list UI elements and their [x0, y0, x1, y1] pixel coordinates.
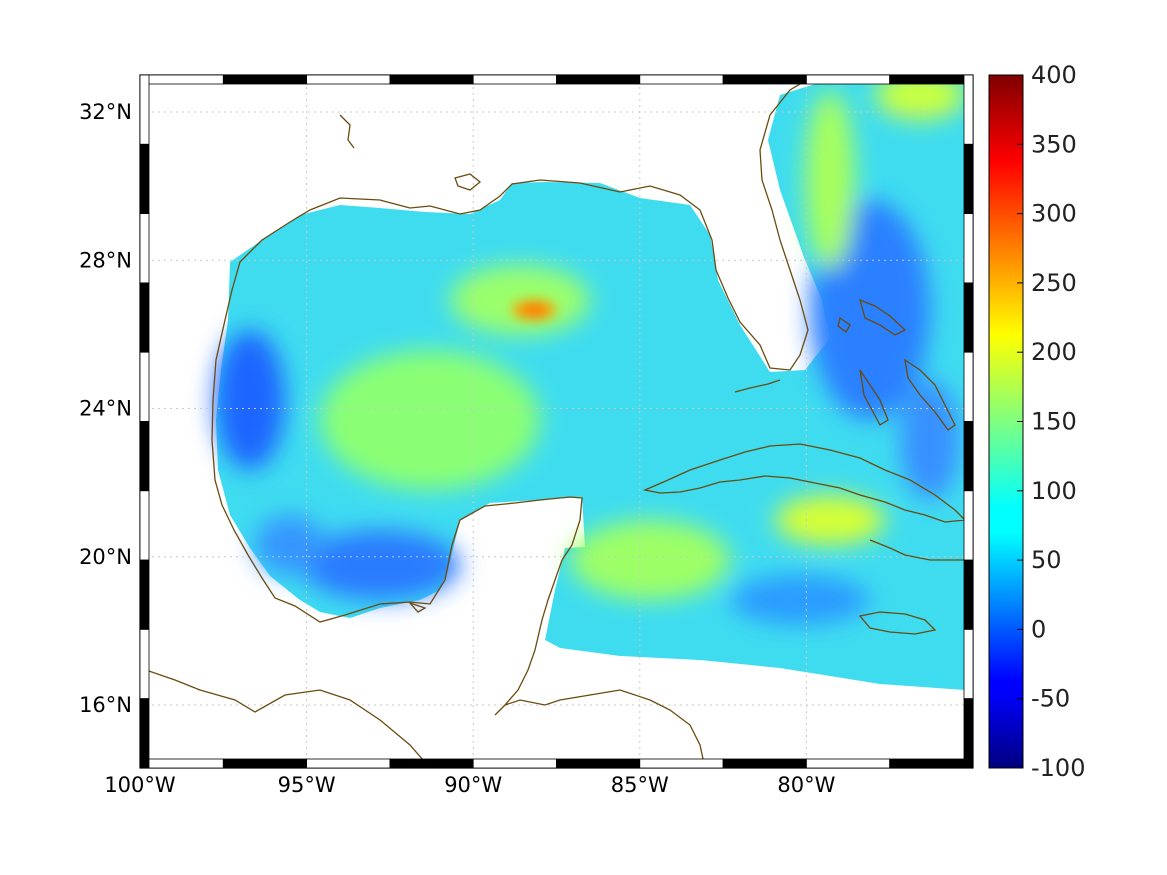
frame-segment-top-1 — [222, 74, 308, 85]
y-axis-labels: 32°N 28°N 24°N 20°N 16°N — [79, 100, 132, 717]
frame-segment-bottom-6 — [639, 758, 724, 769]
frame-segment-top-2 — [306, 74, 391, 85]
x-tick-label-1: 95°W — [278, 773, 336, 797]
x-tick-label-4: 80°W — [777, 773, 835, 797]
y-tick-label-4: 16°N — [79, 693, 132, 717]
colorbar-label-6: 100 — [1031, 477, 1077, 505]
frame-segment-left-7 — [139, 559, 150, 630]
coast-bahamas-3 — [904, 358, 956, 431]
colorbar-label-0: 400 — [1031, 61, 1077, 89]
frame-segment-top-9 — [889, 74, 974, 85]
y-tick-label-0: 32°N — [79, 100, 132, 124]
colorbar-label-5: 150 — [1031, 408, 1077, 436]
frame-segment-left-3 — [139, 282, 150, 353]
y-tick-label-1: 28°N — [79, 248, 132, 272]
field-low-caymans — [730, 575, 870, 625]
frame-segment-right-9 — [963, 698, 974, 769]
frame-segment-top-0 — [139, 74, 224, 85]
y-tick-label-3: 20°N — [79, 545, 132, 569]
field-low-west — [215, 330, 285, 470]
colorbar-label-9: -50 — [1031, 685, 1070, 713]
coast-cuba — [642, 443, 967, 523]
frame-segment-bottom-2 — [306, 758, 391, 769]
frame-segment-bottom-7 — [722, 758, 807, 769]
coast-bahamas-1 — [859, 298, 907, 336]
frame-segment-top-5 — [556, 74, 641, 85]
grid-lines — [140, 75, 973, 768]
colorbar-label-1: 350 — [1031, 130, 1077, 158]
colorbar-label-2: 300 — [1031, 200, 1077, 228]
field-high-caribbean-west — [570, 520, 730, 600]
field-high-carolina-top — [875, 75, 965, 120]
frame-segment-left-9 — [139, 698, 150, 769]
frame-segment-right-5 — [963, 421, 974, 492]
coast-us-gulf — [140, 667, 431, 768]
frame-segment-left-4 — [139, 351, 150, 422]
field-high-cuba-east — [775, 495, 885, 545]
frame-segment-top-7 — [722, 74, 807, 85]
field-high-north — [450, 265, 590, 335]
coastline — [140, 75, 967, 768]
coast-bahamas-4 — [837, 316, 851, 333]
coast-island-keys — [734, 379, 781, 393]
frame-segment-left-5 — [139, 421, 150, 492]
coast-cuba-east — [869, 539, 965, 561]
frame-segment-bottom-0 — [139, 758, 224, 769]
field-high-central — [320, 350, 540, 490]
frame-segment-bottom-5 — [556, 758, 641, 769]
colorbar-labels: 400 350 300 250 200 150 100 50 0 -50 -100 — [1017, 61, 1085, 782]
map-frame — [139, 74, 974, 769]
x-tick-label-2: 90°W — [444, 773, 502, 797]
x-tick-label-0: 100°W — [104, 773, 176, 797]
field-low-southwest — [255, 515, 325, 575]
frame-segment-bottom-1 — [222, 758, 308, 769]
frame-segment-top-6 — [639, 74, 724, 85]
colorbar-label-3: 250 — [1031, 269, 1077, 297]
frame-segment-right-8 — [963, 629, 974, 700]
coast-island-louisiana — [454, 173, 482, 191]
frame-segment-bottom-4 — [472, 758, 557, 769]
coast-island-mobile — [339, 114, 355, 149]
coast-texas-mexico — [212, 75, 816, 401]
frame-segment-left-0 — [139, 74, 150, 145]
coast-central-america — [504, 689, 706, 768]
x-axis-labels: 100°W 95°W 90°W 85°W 80°W — [104, 773, 835, 797]
frame-segment-top-4 — [472, 74, 557, 85]
coast-island-campeche — [407, 601, 427, 613]
field-high-carolina — [805, 90, 855, 270]
y-tick-label-2: 24°N — [79, 397, 132, 421]
frame-segment-top-3 — [389, 74, 474, 85]
x-tick-label-3: 85°W — [611, 773, 669, 797]
frame-segment-right-3 — [963, 282, 974, 353]
frame-segment-right-4 — [963, 351, 974, 422]
field-low-bahamas — [900, 380, 960, 500]
colorbar-label-10: -100 — [1031, 754, 1085, 782]
colorbar-label-8: 0 — [1031, 615, 1046, 643]
frame-segment-right-0 — [963, 74, 974, 145]
data-field — [215, 75, 965, 690]
field-max-central-gulf-core — [523, 305, 545, 315]
frame-segment-right-2 — [963, 213, 974, 284]
frame-segment-left-1 — [139, 143, 150, 215]
coast-jamaica — [858, 611, 937, 635]
frame-segment-right-1 — [963, 143, 974, 215]
frame-segment-right-7 — [963, 559, 974, 630]
frame-segment-left-2 — [139, 213, 150, 284]
colorbar-label-4: 200 — [1031, 338, 1077, 366]
frame-segment-bottom-8 — [806, 758, 891, 769]
coast-mexico-west — [211, 399, 583, 716]
field-low-campeche — [300, 530, 460, 600]
coast-bahamas-2 — [859, 369, 889, 426]
colorbar-label-7: 50 — [1031, 546, 1062, 574]
colorbar: 400 350 300 250 200 150 100 50 0 -50 -100 — [988, 61, 1085, 782]
frame-segment-bottom-3 — [389, 758, 474, 769]
frame-segment-left-6 — [139, 490, 150, 561]
frame-segment-left-8 — [139, 629, 150, 700]
frame-segment-bottom-9 — [889, 758, 974, 769]
frame-segment-top-8 — [806, 74, 891, 85]
frame-segment-right-6 — [963, 490, 974, 561]
